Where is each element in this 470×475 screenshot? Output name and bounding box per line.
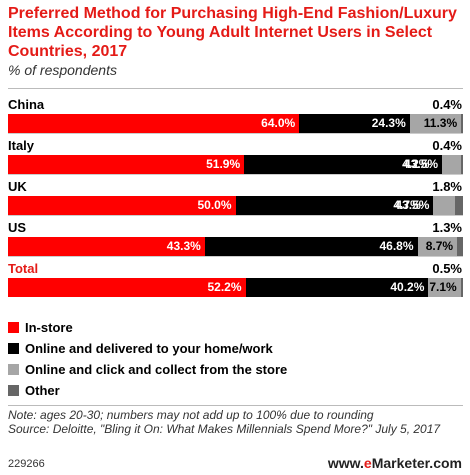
category-label-total: Total bbox=[8, 261, 39, 276]
chart-notes: Note: ages 20-30; numbers may not add up… bbox=[8, 408, 463, 436]
category-label-italy: Italy bbox=[8, 138, 35, 153]
bar-segment-online-delivered-china: 24.3% bbox=[299, 114, 410, 133]
data-label-click-collect-us: 8.7% bbox=[425, 239, 454, 253]
bar-segment-online-delivered-us: 46.8% bbox=[204, 237, 418, 256]
note-text: Note: ages 20-30; numbers may not add up… bbox=[8, 408, 374, 422]
bar-segment-click-collect-china: 11.3% bbox=[409, 114, 462, 133]
data-label-in-store-italy: 51.9% bbox=[206, 157, 241, 171]
bar-segment-other-uk bbox=[454, 196, 463, 215]
data-label-online-delivered-us: 46.8% bbox=[379, 239, 414, 253]
data-label-other-uk: 1.8% bbox=[432, 179, 462, 194]
bar-uk: 50.0% 43.5% 4.7% bbox=[8, 196, 463, 215]
legend-swatch bbox=[8, 343, 19, 354]
bar-segment-click-collect-italy: 4.2% bbox=[402, 155, 462, 174]
chart-id: 229266 bbox=[8, 458, 45, 470]
data-label-in-store-uk: 50.0% bbox=[197, 198, 232, 212]
chart-subtitle: % of respondents bbox=[8, 62, 117, 78]
row-divider bbox=[8, 174, 463, 175]
bar-segment-click-collect-uk: 4.7% bbox=[393, 196, 455, 215]
row-divider bbox=[8, 133, 463, 134]
data-label-click-collect-total: 7.1% bbox=[429, 280, 457, 294]
bar-segment-click-collect-us: 8.7% bbox=[417, 237, 458, 256]
legend-label: In-store bbox=[25, 320, 73, 335]
legend-item-in-store: In-store bbox=[8, 320, 73, 335]
row-divider bbox=[8, 256, 463, 257]
bar-segment-in-store-italy: 51.9% bbox=[8, 155, 245, 174]
bar-segment-in-store-china: 64.0% bbox=[8, 114, 300, 133]
bar-segment-in-store-uk: 50.0% bbox=[8, 196, 236, 215]
data-label-online-delivered-uk: 43.5% bbox=[395, 198, 430, 212]
data-label-online-delivered-china: 24.3% bbox=[371, 116, 406, 130]
legend-label: Other bbox=[25, 383, 60, 398]
legend-item-click-collect: Online and click and collect from the st… bbox=[8, 362, 287, 377]
legend-item-other: Other bbox=[8, 383, 60, 398]
category-label-china: China bbox=[8, 97, 45, 112]
bar-us: 43.3% 46.8% 8.7% bbox=[8, 237, 463, 256]
bar-segment-in-store-us: 43.3% bbox=[8, 237, 205, 256]
legend-label: Online and click and collect from the st… bbox=[25, 362, 288, 377]
bar-segment-other-italy bbox=[461, 155, 463, 174]
legend-label: Online and delivered to your home/work bbox=[25, 341, 273, 356]
data-label-other-us: 1.3% bbox=[432, 220, 462, 235]
data-label-other-total: 0.5% bbox=[432, 261, 462, 276]
data-label-in-store-total: 52.2% bbox=[207, 280, 242, 294]
bar-segment-in-store-total: 52.2% bbox=[8, 278, 246, 297]
brand-logo: www.eMarketer.com bbox=[327, 455, 462, 471]
bar-segment-click-collect-total: 7.1% bbox=[428, 278, 461, 297]
bar-segment-other-total bbox=[460, 278, 463, 297]
data-label-in-store-us: 43.3% bbox=[166, 239, 201, 253]
bar-segment-other-us bbox=[457, 237, 463, 256]
category-label-uk: UK bbox=[8, 179, 27, 194]
bar-segment-online-delivered-italy: 43.5% bbox=[244, 155, 443, 174]
bar-italy: 51.9% 43.5% 4.2% bbox=[8, 155, 463, 174]
data-label-in-store-china: 64.0% bbox=[261, 116, 296, 130]
bar-segment-other-china bbox=[461, 114, 463, 133]
bar-total: 52.2% 40.2% 7.1% bbox=[8, 278, 463, 297]
data-label-online-delivered-italy: 43.5% bbox=[404, 157, 439, 171]
chart-title: Preferred Method for Purchasing High-End… bbox=[8, 5, 457, 60]
bottom-divider bbox=[8, 405, 463, 406]
source-text: Source: Deloitte, "Bling it On: What Mak… bbox=[8, 422, 441, 436]
legend-item-online-delivered: Online and delivered to your home/work bbox=[8, 341, 273, 356]
data-label-other-china: 0.4% bbox=[432, 97, 462, 112]
data-label-click-collect-uk: 4.7% bbox=[393, 198, 421, 212]
data-label-online-delivered-total: 40.2% bbox=[390, 280, 425, 294]
legend-swatch bbox=[8, 322, 19, 333]
top-divider bbox=[8, 88, 463, 89]
bar-china: 64.0% 24.3% 11.3% bbox=[8, 114, 463, 133]
category-label-us: US bbox=[8, 220, 27, 235]
legend-swatch bbox=[8, 385, 19, 396]
bar-segment-online-delivered-uk: 43.5% bbox=[235, 196, 434, 215]
data-label-click-collect-italy: 4.2% bbox=[402, 157, 430, 171]
data-label-other-italy: 0.4% bbox=[432, 138, 462, 153]
legend-swatch bbox=[8, 364, 19, 375]
data-label-click-collect-china: 11.3% bbox=[423, 116, 458, 130]
bar-segment-online-delivered-total: 40.2% bbox=[245, 278, 429, 297]
row-divider bbox=[8, 215, 463, 216]
